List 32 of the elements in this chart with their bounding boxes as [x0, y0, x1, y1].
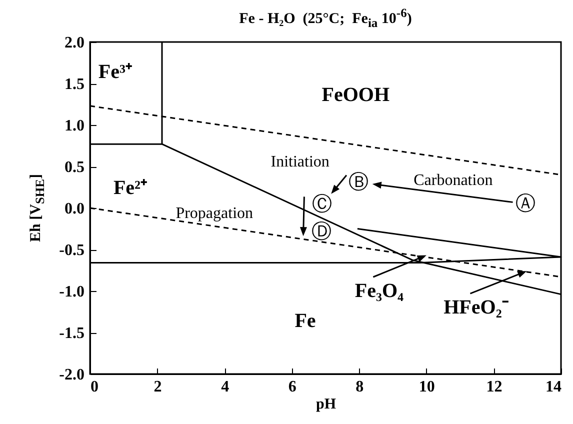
- annotation: Ⓓ: [311, 219, 332, 244]
- annotation: Fe²⁺: [113, 177, 148, 200]
- x-tick-label: 4: [221, 378, 230, 396]
- annotation: Ⓑ: [348, 169, 368, 194]
- x-tick-label: 0: [90, 378, 98, 396]
- y-tick-label: -0.5: [59, 242, 84, 259]
- x-tick-label: 14: [546, 378, 562, 396]
- x-tick-label: 10: [418, 378, 435, 396]
- y-tick-label: -1.5: [59, 325, 84, 342]
- annotation: Fe: [294, 310, 316, 332]
- x-tick-label: 6: [288, 378, 296, 396]
- y-tick-label: 0.0: [64, 200, 84, 218]
- y-tick-label: 1.0: [64, 118, 84, 134]
- annotation: HFeO₂⁻: [444, 296, 509, 319]
- y-tick-label: 2.0: [64, 34, 84, 52]
- x-tick-label: 8: [356, 378, 364, 396]
- annotation: Fe₃O₄: [354, 280, 404, 302]
- chart-title: Fe - H₂O (25°C; Fe$_{ia}$ 10$^{-6}$): [238, 6, 413, 31]
- annotation: FeOOH: [322, 84, 390, 106]
- x-tick-label: 2: [154, 378, 162, 396]
- annotation: Carbonation: [414, 172, 493, 189]
- y-tick-label: -1.0: [59, 284, 84, 300]
- annotation: Fe³⁺: [98, 60, 132, 83]
- y-tick-label: 0.5: [64, 159, 84, 176]
- y-tick-label: 1.5: [64, 76, 84, 93]
- annotation: Ⓐ: [516, 190, 536, 215]
- annotation: Initiation: [270, 154, 330, 171]
- annotation: Ⓒ: [312, 192, 332, 216]
- y-tick-label: -2.0: [59, 366, 84, 384]
- x-axis-title: pH: [316, 396, 336, 412]
- annotation: Propagation: [176, 204, 254, 222]
- x-tick-label: 12: [486, 378, 502, 396]
